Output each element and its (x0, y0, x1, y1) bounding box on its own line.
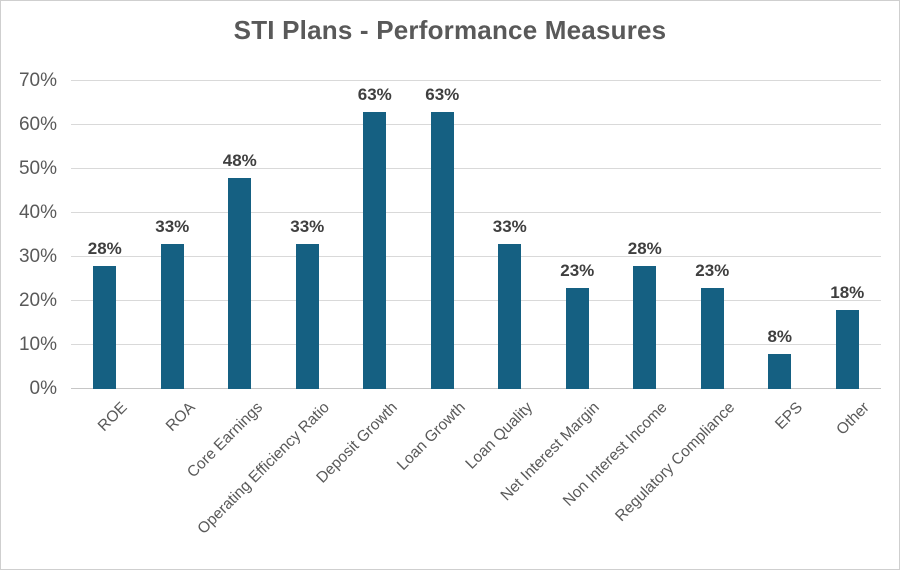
y-axis-tick-label: 70% (18, 70, 57, 91)
x-axis-line (71, 388, 881, 389)
gridline (71, 168, 881, 169)
bar (160, 243, 184, 389)
bar-data-label: 48% (222, 150, 257, 170)
bar (498, 243, 522, 389)
bar (835, 309, 859, 389)
bar-data-label: 23% (560, 260, 595, 280)
y-axis-tick-label: 20% (18, 290, 57, 311)
y-axis-tick-label: 0% (29, 378, 57, 399)
bar (363, 111, 387, 389)
bar-data-label: 28% (627, 238, 662, 258)
x-axis-category-label-text: EPS (771, 399, 806, 433)
bar (565, 287, 589, 389)
x-axis-category-label-text: Operating Efficiency Ratio (194, 399, 334, 538)
y-axis-tick-label: 50% (18, 158, 57, 179)
bar-data-label: 8% (767, 326, 793, 346)
y-axis-tick-label: 40% (18, 202, 57, 223)
bar (700, 287, 724, 389)
gridline (71, 80, 881, 81)
bar (295, 243, 319, 389)
bar (430, 111, 454, 389)
bar-data-label: 28% (87, 238, 122, 258)
bar-data-label: 63% (357, 84, 392, 104)
gridline (71, 212, 881, 213)
bar-data-label: 33% (290, 216, 325, 236)
y-axis-tick-label: 60% (18, 114, 57, 135)
bar-data-label: 18% (830, 282, 865, 302)
y-axis-tick-label: 30% (18, 246, 57, 267)
gridline (71, 256, 881, 257)
plot-area: 0% 10% 20% 30% 40% 50% 60% 70% 28% 33% 48% 33% 63% 63… (19, 71, 881, 398)
x-axis-category-label-text: Other (833, 399, 874, 439)
y-axis-tick-label: 10% (18, 334, 57, 355)
bar-data-label: 33% (155, 216, 190, 236)
bar (768, 353, 792, 389)
bar (228, 177, 252, 389)
gridline (71, 300, 881, 301)
x-axis-category-label-text: Loan Growth (393, 399, 469, 474)
gridline (71, 344, 881, 345)
x-axis-category-label-text: Loan Quality (462, 399, 536, 473)
bar (93, 265, 117, 389)
x-axis-category-label-text: Regulatory Compliance (612, 399, 739, 525)
x-axis-category-label-text: ROA (162, 399, 199, 435)
chart-title: STI Plans - Performance Measures (233, 15, 667, 45)
gridline (71, 124, 881, 125)
bar-data-label: 23% (695, 260, 730, 280)
x-axis-category-label-text: ROE (94, 399, 131, 435)
bar-data-label: 63% (425, 84, 460, 104)
bar-data-label: 33% (492, 216, 527, 236)
bar (633, 265, 657, 389)
